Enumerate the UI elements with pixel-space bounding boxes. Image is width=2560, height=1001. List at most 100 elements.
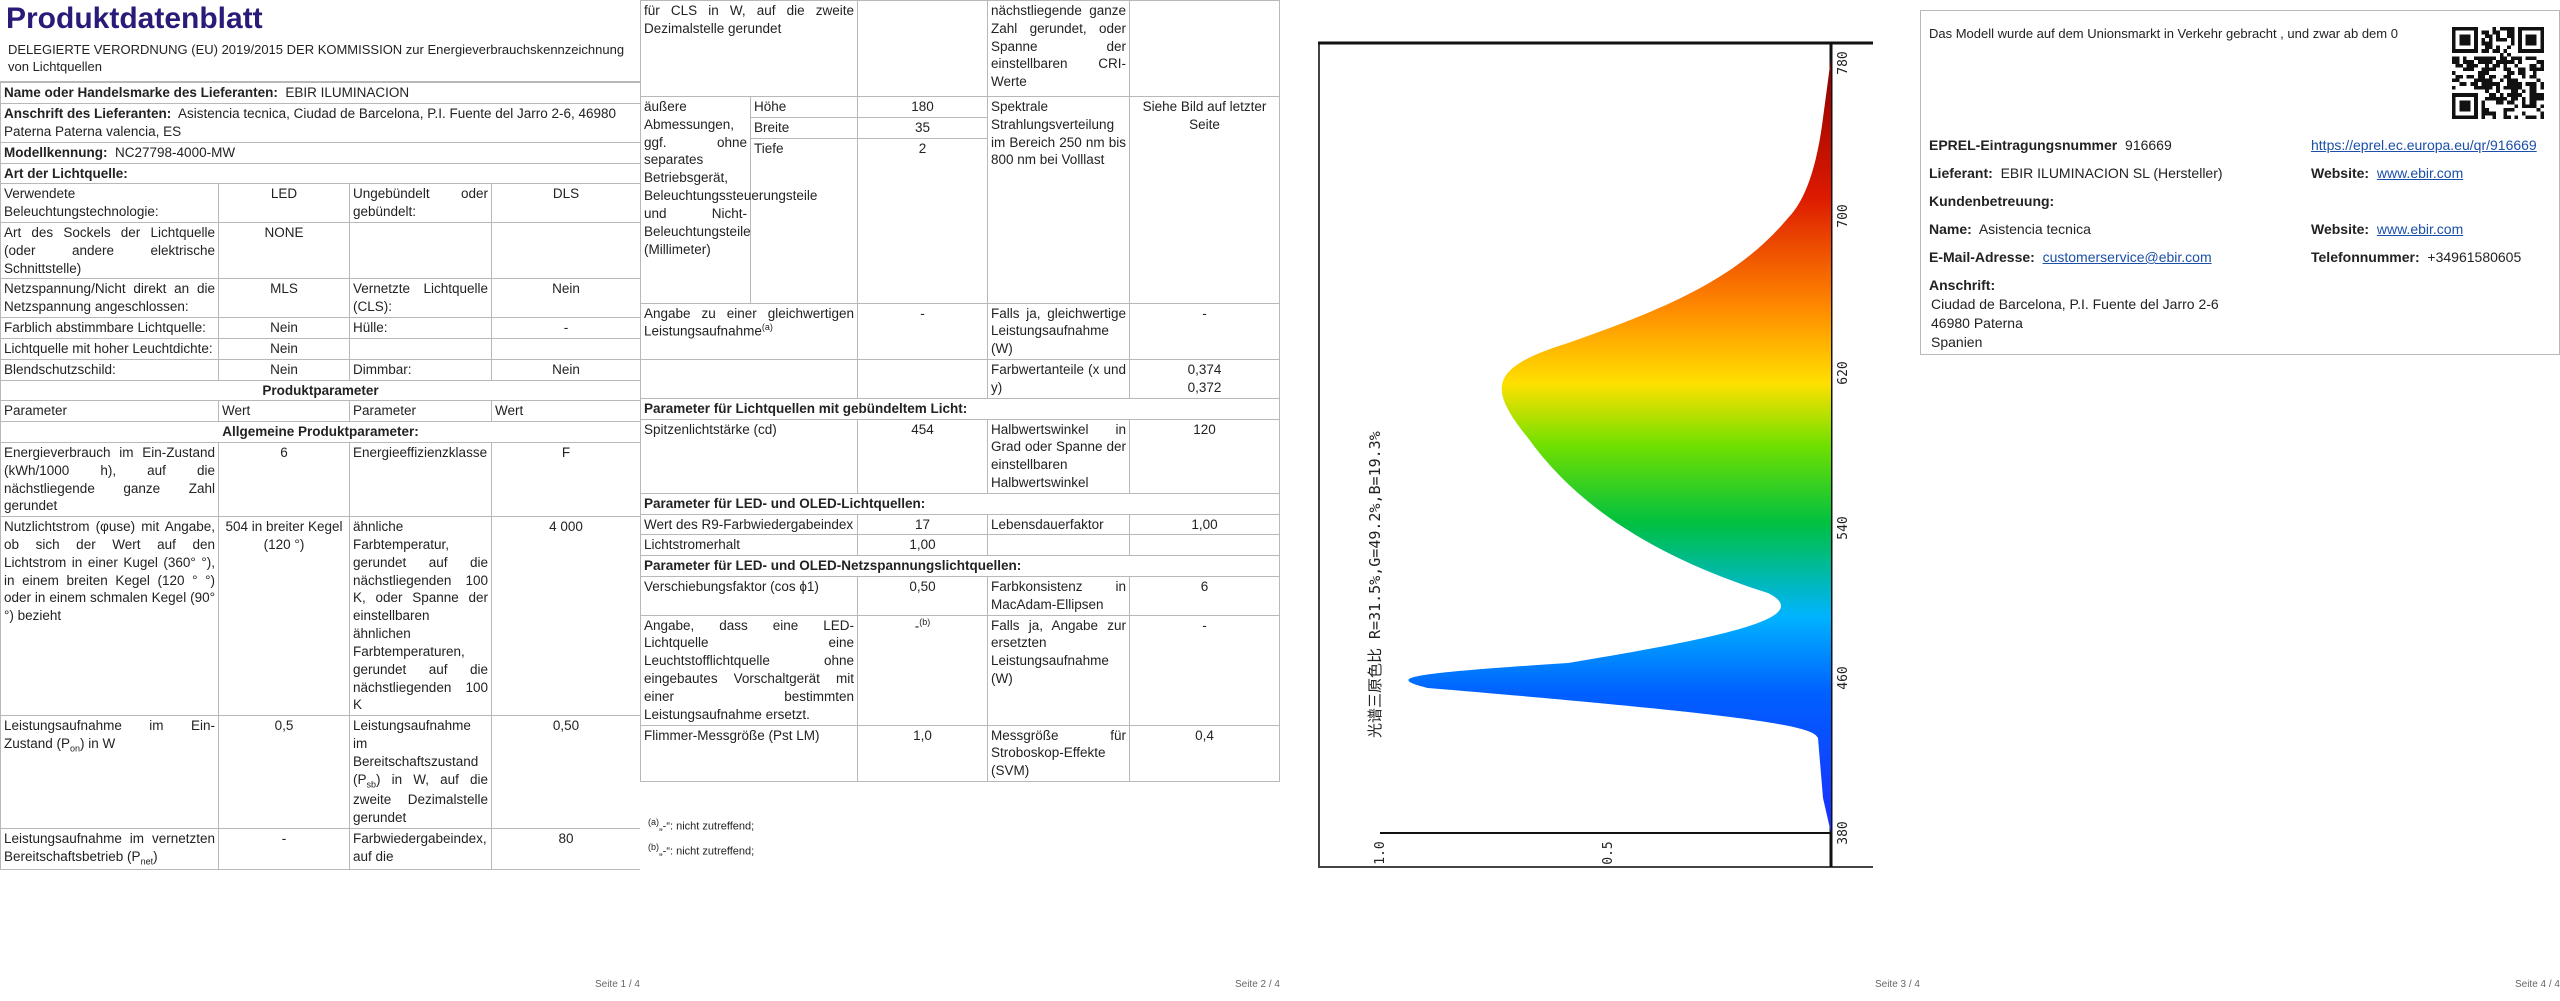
page-1: Produktdatenblatt DELEGIERTE VERORDNUNG … <box>0 0 640 1001</box>
eprel-line: EPREL-Eintragungsnummer 916669 <box>1929 136 2172 154</box>
cell-value: 454 <box>857 418 988 494</box>
intensity-tick-labels: 1.0 0.5 <box>1373 841 1616 864</box>
cell-value: MLS <box>218 278 350 319</box>
table-row: Blendschutzschild: Nein Dimmbar: Nein <box>0 358 640 381</box>
cell-value: F <box>490 441 640 518</box>
email-link[interactable]: customerservice@ebir.com <box>2042 249 2212 265</box>
cell-value: 1,0 <box>857 724 988 782</box>
address-line: Spanien <box>1931 334 1983 350</box>
footnote-b: (b)„-“: nicht zutreffend; <box>648 837 754 862</box>
label-text: ) in W, auf die zweite Dezimalstelle ger… <box>353 771 488 825</box>
cell-value: LED <box>218 183 350 223</box>
address-heading: Anschrift: <box>1929 277 1996 293</box>
address-line: 46980 Paterna <box>1931 315 2023 331</box>
cell-label: Leistungsaufnahme im Bereitschaftszustan… <box>349 715 492 829</box>
cell-label: Farblich abstimmbare Lichtquelle: <box>0 317 219 339</box>
supplier-name-row: Name oder Handelsmarke des Lieferanten: … <box>0 82 640 105</box>
cell-label: nächstliegende ganze Zahl gerundet, oder… <box>987 0 1130 97</box>
cell-label: für CLS in W, auf die zweite Dezimalstel… <box>640 0 858 97</box>
product-data-table-continued: für CLS in W, auf die zweite Dezimalstel… <box>640 0 1280 782</box>
cell-value <box>490 221 640 280</box>
tick-label: 700 <box>1836 204 1851 227</box>
cell-label: ähnliche Farbtemperatur, gerundet auf di… <box>349 516 492 717</box>
tick-label: 620 <box>1836 361 1851 384</box>
cell-label: Energieeffizienzklasse <box>349 441 492 518</box>
cell-label: Lichtstromerhalt <box>640 534 858 557</box>
address-block: Ciudad de Barcelona, P.I. Fuente del Jar… <box>1931 295 2219 352</box>
height-value: 180 <box>857 96 988 118</box>
cell-value: - <box>218 827 350 871</box>
table-row: Lichtstromerhalt 1,00 <box>640 534 1280 557</box>
cell-value: 4 000 <box>490 516 640 717</box>
page-title: Produktdatenblatt <box>6 2 263 35</box>
qr-code-icon[interactable] <box>2452 27 2544 119</box>
support-website-link[interactable]: www.ebir.com <box>2376 221 2464 237</box>
footnote-text: „-“: nicht zutreffend; <box>659 845 755 858</box>
model-value: NC27798-4000-MW <box>115 144 236 160</box>
column-header: Parameter <box>349 400 492 423</box>
source-type-heading: Art der Lichtquelle: <box>0 162 640 185</box>
cell-label: Falls ja, gleichwertige Leistungsaufnahm… <box>987 302 1130 361</box>
eprel-number: 916669 <box>2125 137 2172 153</box>
cell-label <box>640 359 858 399</box>
cell-value: Nein <box>218 317 350 339</box>
width-value: 35 <box>857 116 988 139</box>
model-row: Modellkennung: NC27798-4000-MW <box>0 141 640 164</box>
cell-label: Halbwertswinkel in Grad oder Spanne der … <box>987 418 1130 494</box>
cell-label: Farbwertanteile (x und y) <box>987 359 1130 399</box>
footnote-ref: (b) <box>919 616 931 627</box>
label-text: ) in W <box>80 735 116 751</box>
table-row: Farblich abstimmbare Lichtquelle: Nein H… <box>0 317 640 339</box>
rgb-ratio-label: 光谱三原色比 R=31.5%,G=49.2%,B=19.3% <box>1366 431 1384 738</box>
cell-label: Verwendete Beleuchtungstechnologie: <box>0 183 219 223</box>
supplier-name-value: EBIR ILUMINACION <box>285 85 410 101</box>
cell-value: - <box>1129 614 1280 726</box>
cell-value: 6 <box>218 441 350 518</box>
column-header: Wert <box>490 400 640 423</box>
table-row: Verwendete Beleuchtungstechnologie: LED … <box>0 183 640 223</box>
cell-value: - <box>857 302 988 361</box>
cell-value: 0,5 <box>218 715 350 829</box>
supplier-value: EBIR ILUMINACION SL (Hersteller) <box>2000 165 2223 181</box>
support-heading: Kundenbetreuung: <box>1929 193 2055 209</box>
supplier-line: Lieferant: EBIR ILUMINACION SL (Herstell… <box>1929 164 2223 182</box>
cell-label: Falls ja, Angabe zur ersetzten Leistungs… <box>987 614 1130 726</box>
cell-label: Lebensdauerfaktor <box>987 513 1130 536</box>
depth-label: Tiefe <box>750 137 858 304</box>
cell-value: Nein <box>490 278 640 319</box>
label-subscript: sb <box>366 779 377 790</box>
cell-value: - <box>1129 302 1280 361</box>
cell-label: Hülle: <box>349 317 492 339</box>
cell-value: 17 <box>857 513 988 536</box>
label-text: ) <box>153 848 158 864</box>
cell-label: Farbkonsistenz in MacAdam-Ellipsen <box>987 576 1130 616</box>
cell-value: 0,50 <box>490 715 640 829</box>
width-label: Breite <box>750 116 858 139</box>
eprel-info-box: Das Modell wurde auf dem Unionsmarkt in … <box>1920 10 2560 355</box>
support-website-line: Website: www.ebir.com <box>2311 220 2463 238</box>
cell-value: 0,374 0,372 <box>1129 359 1280 399</box>
footnote-ref: (a) <box>761 322 773 333</box>
page-1-content: Produktdatenblatt DELEGIERTE VERORDNUNG … <box>0 0 640 871</box>
params-heading: Produktparameter <box>0 379 640 402</box>
directional-heading: Parameter für Lichtquellen mit gebündelt… <box>640 397 1280 420</box>
dimensions-row: äußere Abmessungen, ggf. ohne separates … <box>640 96 1280 304</box>
table-row: Angabe zu einer gleichwertigen Leistungs… <box>640 302 1280 361</box>
column-header: Wert <box>218 400 350 423</box>
table-row: Spitzenlichtstärke (cd) 454 Halbwertswin… <box>640 418 1280 494</box>
table-row: Netzspannung/Nicht direkt an die Netzspa… <box>0 278 640 319</box>
tick-label: 780 <box>1836 51 1851 74</box>
tick-label: 380 <box>1836 821 1851 844</box>
header-row: Parameter Wert Parameter Wert <box>0 400 640 423</box>
eprel-link[interactable]: https://eprel.ec.europa.eu/qr/916669 <box>2311 137 2537 153</box>
chromaticity-x: 0,374 <box>1187 362 1222 378</box>
cell-label: Leistungsaufnahme im vernetzten Bereitsc… <box>0 827 219 871</box>
label-text: Leistungsaufnahme im Ein-Zustand (P <box>4 718 215 751</box>
supplier-address-value: Asistencia tecnica, Ciudad de Barcelona,… <box>4 106 617 139</box>
website-link[interactable]: www.ebir.com <box>2376 165 2464 181</box>
cell-value <box>490 337 640 360</box>
cell-value <box>1129 534 1280 557</box>
product-data-table: Name oder Handelsmarke des Lieferanten: … <box>0 82 640 871</box>
page-3: 380 460 540 620 700 780 1.0 0.5 光谱三原色比 R… <box>1280 0 1920 1001</box>
cell-label: Leistungsaufnahme im Ein-Zustand (Pon) i… <box>0 715 219 829</box>
